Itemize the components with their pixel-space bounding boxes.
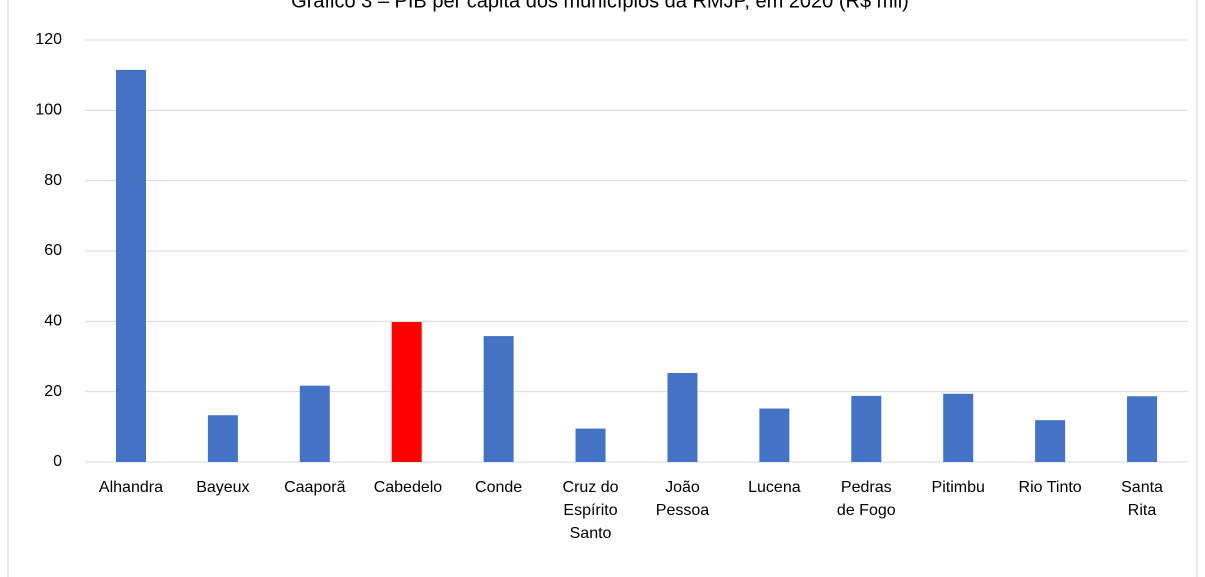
y-tick-label: 120 <box>35 31 62 48</box>
y-tick-label: 0 <box>53 453 62 470</box>
bar <box>575 428 606 462</box>
x-tick-label: Bayeux <box>196 479 250 496</box>
bar <box>391 322 422 462</box>
y-tick-label: 80 <box>44 172 62 189</box>
bar <box>667 373 698 462</box>
bar <box>483 336 514 462</box>
bar <box>759 408 790 462</box>
x-tick-label: Lucena <box>748 479 801 496</box>
chart-title: Gráfico 3 – PIB per capita dos município… <box>291 0 909 12</box>
bar <box>943 393 974 462</box>
x-tick-label: Pedras de Fogo <box>836 479 896 519</box>
bar <box>115 69 146 463</box>
x-tick-label: Santa Rita <box>1121 479 1163 519</box>
y-tick-label: 100 <box>35 102 62 119</box>
x-tick-label: Conde <box>475 479 523 496</box>
bar <box>207 415 238 462</box>
bar <box>299 385 330 462</box>
x-tick-label: Rio Tinto <box>1018 479 1082 496</box>
y-tick-label: 40 <box>44 313 62 330</box>
x-tick-label: Pitimbu <box>931 479 985 496</box>
x-tick-label: João Pessoa <box>655 479 710 519</box>
bar <box>851 395 882 462</box>
x-tick-label: Cruz do Espírito Santo <box>562 479 619 542</box>
x-tick-label: Alhandra <box>98 479 163 496</box>
x-tick-label: Cabedelo <box>373 479 443 496</box>
y-tick-label: 60 <box>44 242 62 259</box>
y-tick-label: 20 <box>44 383 62 400</box>
bar <box>1127 396 1158 462</box>
bar <box>1035 420 1066 462</box>
chart-frame <box>7 0 1198 577</box>
x-tick-label: Caaporã <box>284 479 346 496</box>
